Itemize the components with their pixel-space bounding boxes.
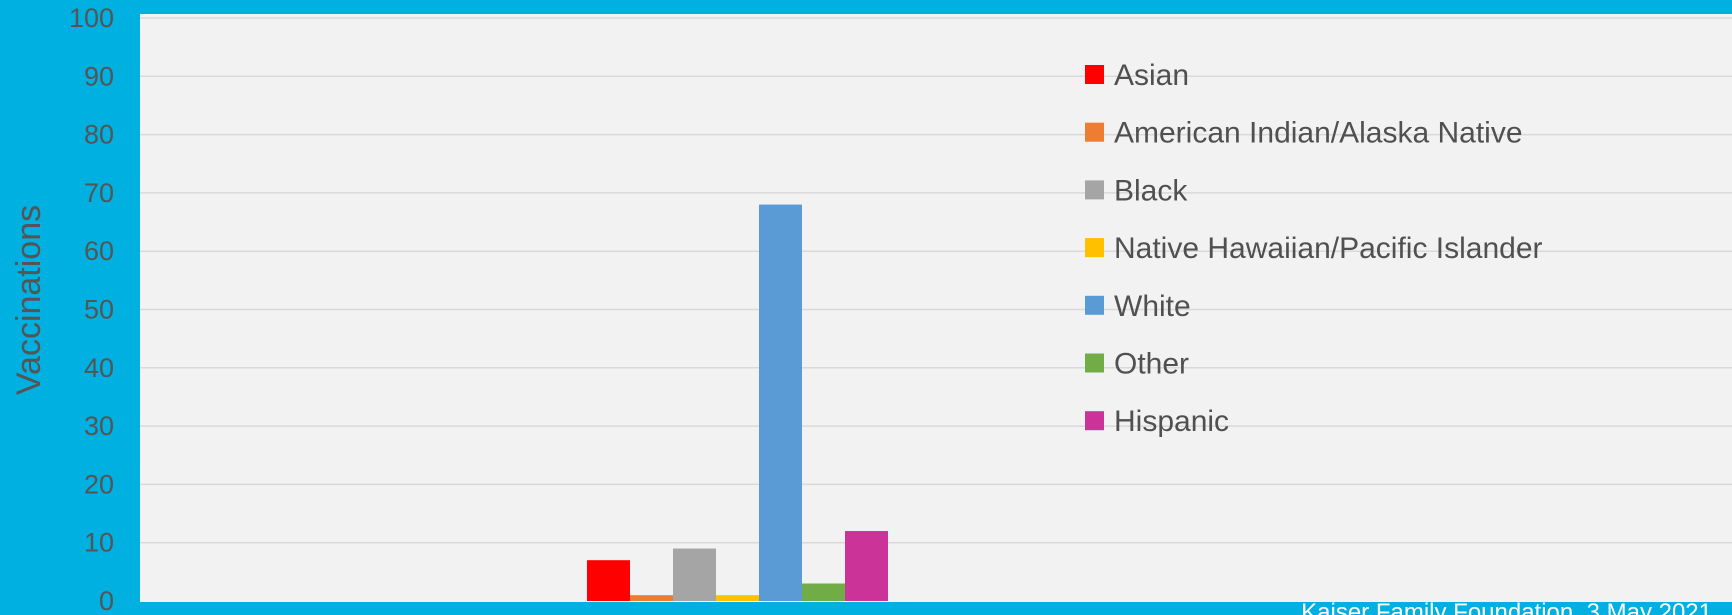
- y-tick-label: 0: [99, 586, 114, 615]
- y-tick-labels: 0 10 20 30 40 50 60 70 80 90 100: [69, 3, 114, 615]
- legend-label: Other: [1114, 348, 1189, 381]
- legend-swatch: [1085, 353, 1104, 373]
- legend-swatch: [1085, 65, 1104, 84]
- legend-item: White: [1085, 290, 1191, 323]
- legend-label: Asian: [1114, 59, 1189, 92]
- legend-swatch: [1085, 122, 1104, 142]
- y-tick-label: 20: [84, 469, 114, 499]
- bar-asian: [587, 560, 630, 601]
- legend-swatch: [1085, 238, 1104, 258]
- bar-white: [759, 204, 802, 601]
- legend-item: Hispanic: [1085, 405, 1229, 438]
- y-tick-label: 60: [84, 236, 114, 266]
- legend-label: Black: [1114, 174, 1188, 207]
- source-note: Kaiser Family Foundation, 3 May 2021: [1301, 599, 1712, 615]
- bars: [587, 204, 888, 601]
- plot-area: [140, 14, 1732, 602]
- bar-other: [802, 583, 845, 601]
- bar-american-indian-alaska-native: [630, 595, 673, 601]
- legend-swatch: [1085, 411, 1104, 431]
- bar-hispanic: [845, 531, 888, 601]
- legend-item: Other: [1085, 348, 1189, 381]
- y-tick-label: 90: [84, 61, 114, 91]
- legend-label: American Indian/Alaska Native: [1114, 117, 1523, 150]
- bar-black: [673, 548, 716, 601]
- legend: Asian American Indian/Alaska Native Black N…: [1085, 59, 1543, 438]
- legend-item: Native Hawaiian/Pacific Islander: [1085, 232, 1543, 265]
- legend-swatch: [1085, 180, 1104, 200]
- y-tick-label: 100: [69, 3, 114, 33]
- y-axis-label: Vaccinations: [10, 205, 48, 395]
- legend-label: Hispanic: [1114, 405, 1229, 438]
- y-tick-label: 30: [84, 411, 114, 441]
- legend-label: Native Hawaiian/Pacific Islander: [1114, 232, 1543, 265]
- gridlines: [140, 17, 1732, 544]
- bar-native-hawaiian-pacific-islander: [716, 595, 759, 601]
- legend-swatch: [1085, 295, 1104, 315]
- legend-label: White: [1114, 290, 1191, 323]
- y-tick-label: 40: [84, 353, 114, 383]
- legend-item: Asian: [1085, 59, 1189, 92]
- y-tick-label: 80: [84, 120, 114, 150]
- legend-item: Black: [1085, 174, 1188, 207]
- y-tick-label: 10: [84, 528, 114, 558]
- y-tick-label: 70: [84, 178, 114, 208]
- legend-item: American Indian/Alaska Native: [1085, 117, 1523, 150]
- y-tick-label: 50: [84, 295, 114, 325]
